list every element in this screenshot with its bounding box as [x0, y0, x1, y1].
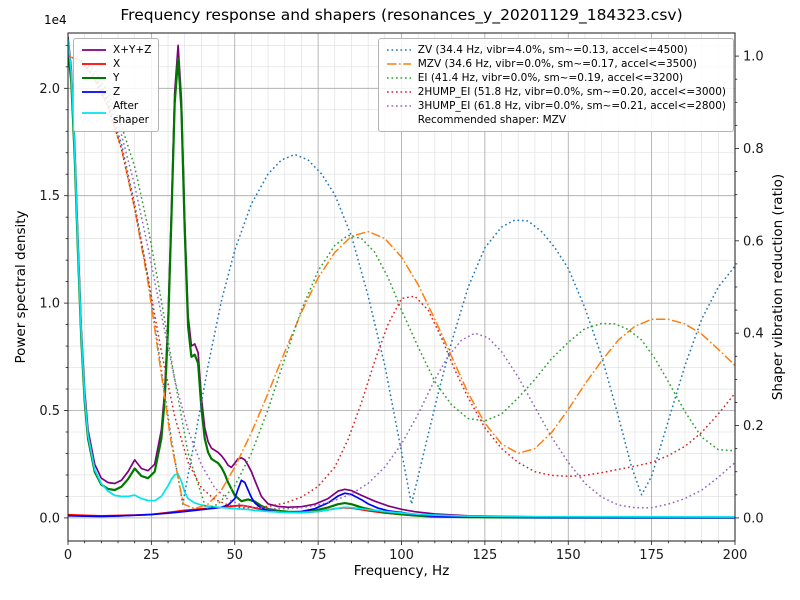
series-line-after-shaper — [68, 38, 735, 518]
legend-label-x: X — [113, 58, 121, 70]
mzv-swatch-line — [386, 63, 411, 65]
legend-label-y: Y — [113, 72, 120, 84]
series-line-mzv — [68, 55, 735, 510]
legend-entry-mzv: MZV (34.6 Hz, vibr=0.0%, sm~=0.17, accel… — [386, 57, 726, 71]
x-tick-label: 175 — [639, 548, 664, 563]
series-group — [68, 36, 735, 519]
y-right-tick-label: 0.8 — [743, 142, 764, 157]
z-swatch-line — [82, 91, 106, 93]
legend-label-2hump-ei: 2HUMP_EI (51.8 Hz, vibr=0.0%, sm~=0.20, … — [417, 86, 726, 98]
legend-entry-2hump-ei: 2HUMP_EI (51.8 Hz, vibr=0.0%, sm~=0.20, … — [386, 85, 726, 99]
y-left-tick-label: 0.5 — [39, 404, 60, 419]
legend-psd: X+Y+Z X Y Z After shaper — [73, 38, 160, 132]
legend-entry-after-shaper: After shaper — [81, 99, 151, 127]
legend-label-x-y-z: X+Y+Z — [113, 44, 152, 56]
legend-entry-z: Z — [81, 85, 151, 99]
legend-label-zv: ZV (34.4 Hz, vibr=4.0%, sm~=0.13, accel<… — [417, 44, 688, 56]
y-right-tick-label: 0.2 — [743, 419, 764, 434]
tick-labels: 0 25 50 75 100 125 150 175 200 0.0 0.5 1.0 1.5 2.0 0.0… — [39, 50, 763, 563]
series-line-y — [68, 49, 735, 519]
tick-marks — [64, 44, 739, 545]
y-axis-label-right: Shaper vibration reduction (ratio) — [770, 173, 786, 401]
3hump-ei-swatch-line — [386, 105, 411, 107]
2hump-ei-swatch-line — [386, 91, 411, 93]
y-left-tick-label: 2.0 — [39, 82, 60, 97]
series-line-3hump-ei — [68, 55, 735, 510]
y-left-tick-label: 1.5 — [39, 189, 60, 204]
y-swatch-line — [82, 77, 106, 79]
legend-label-3hump-ei: 3HUMP_EI (61.8 Hz, vibr=0.0%, sm~=0.21, … — [417, 100, 726, 112]
x-swatch-line — [82, 63, 106, 65]
y-axis-offset-text: 1e4 — [44, 13, 67, 27]
x-tick-label: 100 — [389, 548, 414, 563]
series-line-x-y-z — [68, 36, 735, 519]
y-right-tick-label: 0.6 — [743, 234, 764, 249]
legend-entry-zv: ZV (34.4 Hz, vibr=4.0%, sm~=0.13, accel<… — [386, 43, 726, 57]
x-tick-label: 200 — [723, 548, 748, 563]
x-y-z-swatch-line — [82, 49, 106, 51]
y-left-tick-label: 0.0 — [39, 511, 60, 526]
y-right-tick-label: 1.0 — [743, 50, 764, 65]
y-right-tick-label: 0.4 — [743, 327, 764, 342]
chart-title: Frequency response and shapers (resonanc… — [120, 6, 683, 24]
x-axis-label: Frequency, Hz — [353, 563, 450, 579]
legend-entry-3hump-ei: 3HUMP_EI (61.8 Hz, vibr=0.0%, sm~=0.21, … — [386, 99, 726, 113]
legend-entry-x: X — [81, 57, 151, 71]
x-tick-label: 25 — [143, 548, 160, 563]
legend-entry-y: Y — [81, 71, 151, 85]
series-line-zv — [68, 55, 735, 505]
legend-label-mzv: MZV (34.6 Hz, vibr=0.0%, sm~=0.17, accel… — [417, 58, 697, 70]
x-tick-label: 150 — [556, 548, 581, 563]
series-line-2hump-ei — [68, 55, 735, 509]
legend-recommended-shaper: Recommended shaper: MZV — [417, 114, 567, 126]
x-tick-label: 0 — [64, 548, 72, 563]
zv-swatch-line — [386, 49, 411, 51]
legend-entry-x-y-z: X+Y+Z — [81, 43, 151, 57]
legend-label-ei: EI (41.4 Hz, vibr=0.0%, sm~=0.19, accel<… — [417, 72, 684, 84]
x-tick-label: 125 — [472, 548, 497, 563]
legend-label-after-shaper: After shaper — [113, 100, 150, 126]
x-tick-label: 75 — [310, 548, 327, 563]
legend-entry-ei: EI (41.4 Hz, vibr=0.0%, sm~=0.19, accel<… — [386, 71, 726, 85]
ei-swatch-line — [386, 77, 411, 79]
after-shaper-swatch-line — [82, 112, 106, 114]
legend-label-z: Z — [113, 86, 121, 98]
legend-shapers: ZV (34.4 Hz, vibr=4.0%, sm~=0.13, accel<… — [377, 38, 734, 132]
x-tick-label: 50 — [226, 548, 243, 563]
y-left-tick-label: 1.0 — [39, 297, 60, 312]
y-axis-label-left: Power spectral density — [13, 210, 29, 364]
y-right-tick-label: 0.0 — [743, 511, 764, 526]
